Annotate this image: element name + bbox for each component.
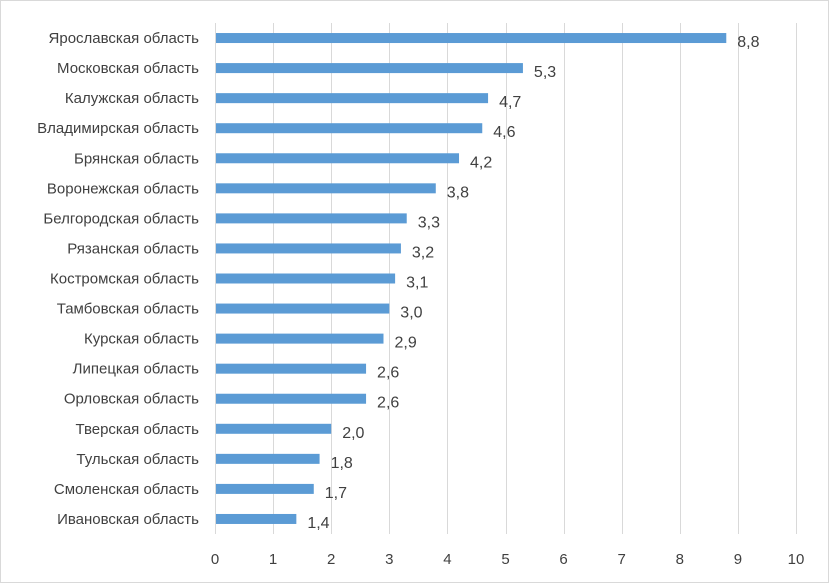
x-tick-label: 6 (559, 551, 567, 568)
bar (216, 303, 390, 314)
category-label: Тверская область (75, 421, 199, 438)
category-label: Тамбовская область (57, 301, 199, 318)
bar (216, 183, 436, 194)
data-label: 2,6 (377, 395, 399, 412)
data-label: 1,7 (325, 485, 347, 502)
category-label: Калужская область (65, 90, 199, 107)
category-label: Смоленская область (54, 481, 199, 498)
bars (216, 33, 727, 524)
category-label: Липецкая область (73, 361, 200, 378)
x-tick-label: 10 (788, 551, 805, 568)
data-label: 4,7 (499, 94, 521, 111)
bar (216, 93, 489, 104)
category-label: Тульская область (76, 451, 199, 468)
bar (216, 243, 401, 254)
bar (216, 513, 297, 524)
category-label: Рязанская область (67, 240, 199, 257)
x-tick-label: 7 (618, 551, 626, 568)
data-label: 2,0 (342, 425, 364, 442)
x-axis-tick-labels: 0 1 2 3 4 5 6 7 8 9 10 (211, 551, 805, 568)
data-label: 3,1 (406, 275, 428, 292)
bar (216, 333, 384, 344)
category-label: Воронежская область (47, 180, 199, 197)
x-tick-label: 2 (327, 551, 335, 568)
data-label: 4,2 (470, 154, 492, 171)
data-label: 5,3 (534, 64, 556, 81)
x-tick-label: 5 (501, 551, 509, 568)
data-label: 3,3 (418, 214, 440, 231)
bar (216, 213, 407, 224)
x-tick-label: 8 (676, 551, 684, 568)
x-tick-label: 0 (211, 551, 219, 568)
bar (216, 363, 367, 374)
data-labels: 8,8 5,3 4,7 4,64,23,8 3,3 3,2 3,1 3,0 2,9 2,6 2,6 2… (307, 34, 759, 532)
category-label: Курская область (84, 331, 199, 348)
data-label: 1,8 (331, 455, 353, 472)
x-tick-label: 3 (385, 551, 393, 568)
bar (216, 153, 460, 164)
bar (216, 33, 727, 44)
data-label: 1,4 (307, 515, 329, 532)
x-tick-label: 9 (734, 551, 742, 568)
category-label: Ивановская область (57, 511, 199, 528)
data-label: 2,9 (394, 335, 416, 352)
data-label: 2,6 (377, 365, 399, 382)
data-label: 3,2 (412, 244, 434, 261)
data-label: 3,8 (447, 184, 469, 201)
x-tick-label: 4 (443, 551, 451, 568)
category-label: Костромская область (50, 271, 199, 288)
category-label: Брянская область (74, 150, 199, 167)
gridlines (215, 23, 797, 534)
category-labels: Ярославская область Московская область Кал… (37, 30, 199, 528)
bar (216, 453, 320, 464)
bar (216, 393, 367, 404)
bar (216, 273, 396, 284)
category-label: Белгородская область (43, 210, 199, 227)
data-label: 8,8 (737, 34, 759, 51)
bar (216, 423, 332, 434)
category-label: Ярославская область (49, 30, 200, 47)
category-label: Орловская область (64, 391, 199, 408)
bar (216, 123, 483, 134)
data-label: 4,6 (493, 124, 515, 141)
data-label: 3,0 (400, 305, 422, 322)
bar (216, 63, 523, 74)
category-label: Московская область (57, 60, 199, 77)
bar (216, 483, 314, 494)
category-label: Владимирская область (37, 120, 199, 137)
x-tick-label: 1 (269, 551, 277, 568)
